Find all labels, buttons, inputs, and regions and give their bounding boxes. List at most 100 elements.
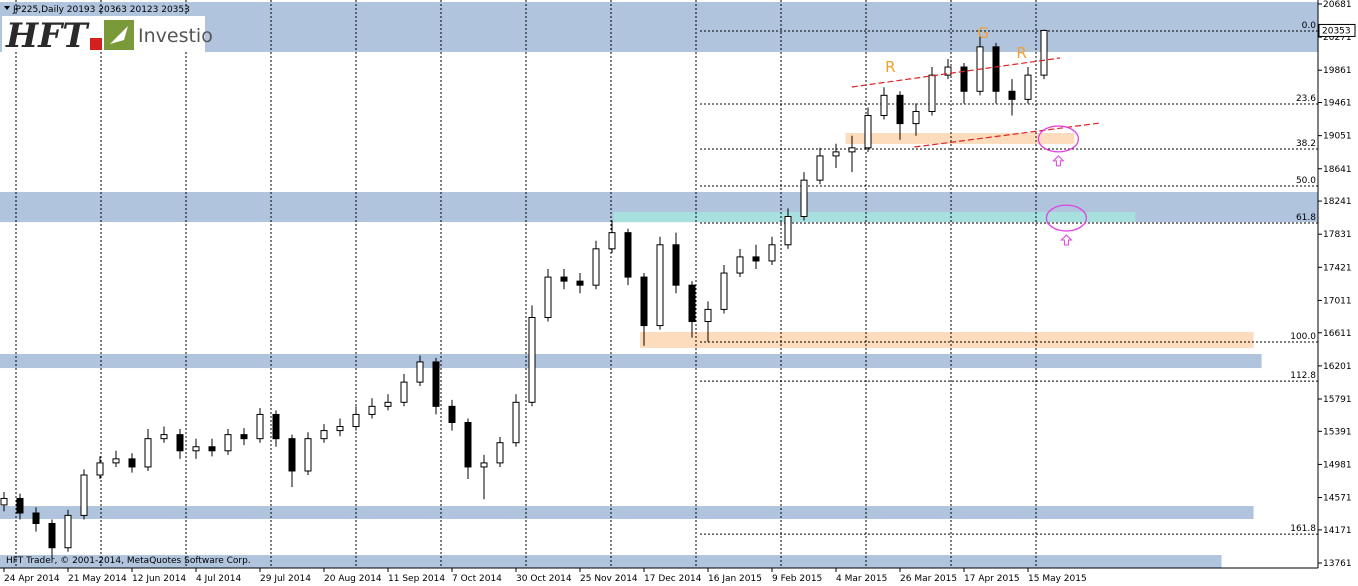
candle-body [368, 405, 376, 415]
annotation: R [885, 58, 895, 76]
zone [613, 212, 1136, 223]
x-tick-label: 17 Apr 2015 [964, 574, 1020, 584]
candle-body [160, 434, 168, 440]
x-tick-label: 21 May 2014 [68, 574, 127, 584]
candle-body [992, 46, 1000, 92]
candle-body [704, 308, 712, 323]
y-tick-label: 15791 [1323, 395, 1352, 405]
candle-body [880, 94, 888, 117]
candle-body [224, 434, 232, 452]
candle-body [576, 280, 584, 286]
fib-label: 100.0 [1290, 332, 1316, 342]
candle-body [784, 216, 792, 246]
y-tick-label: 14171 [1323, 526, 1352, 536]
candle-body [672, 244, 680, 286]
candle-body [448, 405, 456, 424]
candle-body [560, 276, 568, 282]
highlight-ellipse [1037, 125, 1080, 153]
grid: 0.0 23.6 38.2 50.0 61.8 100.0 112.8 161.8 [15, 0, 1318, 568]
logo-swoosh [110, 26, 128, 44]
y-tick-label: 19051 [1323, 132, 1352, 142]
candle-body [208, 446, 216, 452]
y-tick-label: 17421 [1323, 263, 1352, 273]
logo-mark: HFT [5, 16, 90, 56]
candle-body [528, 316, 536, 403]
y-tick-label: 19861 [1323, 66, 1352, 76]
candle-body [80, 474, 88, 516]
x-tick-label: 16 Jan 2015 [708, 574, 762, 584]
menu-arrow[interactable] [4, 6, 10, 10]
candle-body [304, 438, 312, 472]
fib-label: 50.0 [1296, 176, 1316, 186]
annotation: R [1016, 44, 1026, 62]
x-tick-label: 9 Feb 2015 [772, 574, 822, 584]
candle-body [256, 413, 264, 440]
x-tick-label: 15 May 2015 [1028, 574, 1087, 584]
candle-body [944, 66, 952, 76]
zone [0, 354, 1262, 369]
y-tick-label: 18641 [1323, 165, 1352, 175]
chart-header: JP225,Daily 20193 20363 20123 20353 [12, 5, 190, 15]
candle-body [1024, 74, 1032, 100]
fib-label: 61.8 [1296, 213, 1316, 223]
zone [845, 132, 1075, 144]
candle-body [128, 458, 136, 468]
candle-body [32, 512, 40, 524]
candle-body [624, 232, 632, 278]
trend-line [914, 122, 1101, 148]
fib-label: 23.6 [1296, 94, 1316, 104]
candle-body [272, 413, 280, 440]
x-tick-label: 12 Jun 2014 [132, 574, 186, 584]
x-tick-label: 17 Dec 2014 [644, 574, 702, 584]
candle-body [464, 422, 472, 468]
y-tick-label: 19461 [1323, 99, 1352, 109]
candle-body [608, 232, 616, 250]
candle-body [240, 434, 248, 440]
candle-body [912, 110, 920, 125]
candle-body [480, 462, 488, 468]
logo-box [2, 16, 205, 52]
candle-body [768, 244, 776, 262]
y-tick-label: 17011 [1323, 296, 1352, 306]
price-label: 20353 [1322, 26, 1351, 36]
x-tick-label: 29 Jul 2014 [260, 574, 311, 584]
x-tick-label: 26 Mar 2015 [900, 574, 957, 584]
candle-body [736, 256, 744, 274]
candle-body [112, 458, 120, 464]
candle-body [64, 514, 72, 549]
x-tick-label: 24 Apr 2014 [4, 574, 60, 584]
candle-body [800, 179, 808, 218]
y-tick-label: 14981 [1323, 460, 1352, 470]
price-box [1318, 23, 1356, 37]
highlight-ellipse [1045, 204, 1088, 232]
candle-body [320, 430, 328, 440]
annotation: G [977, 24, 989, 42]
candle-body [688, 284, 696, 323]
logo-name: Investio [138, 25, 213, 47]
candle-body [288, 438, 296, 472]
candle-body [752, 256, 760, 262]
candle-body [144, 438, 152, 468]
fib-label: 38.2 [1296, 139, 1316, 149]
candle-body [496, 442, 504, 464]
candle-body [352, 413, 360, 428]
candle-body [192, 446, 200, 452]
fib-label: 0.0 [1302, 21, 1317, 31]
candle-body [960, 66, 968, 92]
candle-body [592, 248, 600, 286]
candle-body [0, 497, 8, 506]
arrow-icon [1060, 234, 1073, 246]
zone [0, 2, 1318, 53]
copyright: HFT Trader, © 2001-2014, MetaQuotes Soft… [6, 556, 251, 566]
y-tick-label: 20271 [1323, 33, 1352, 43]
candle-body [656, 244, 664, 327]
candle-body [816, 155, 824, 181]
x-tick-label: 25 Nov 2014 [580, 574, 638, 584]
candle-body [896, 94, 904, 125]
y-tick-label: 16611 [1323, 329, 1352, 339]
candle-body [96, 462, 104, 476]
fib-label: 112.8 [1290, 371, 1316, 381]
y-tick-label: 18241 [1323, 197, 1352, 207]
x-tick-label: 4 Jul 2014 [196, 574, 241, 584]
